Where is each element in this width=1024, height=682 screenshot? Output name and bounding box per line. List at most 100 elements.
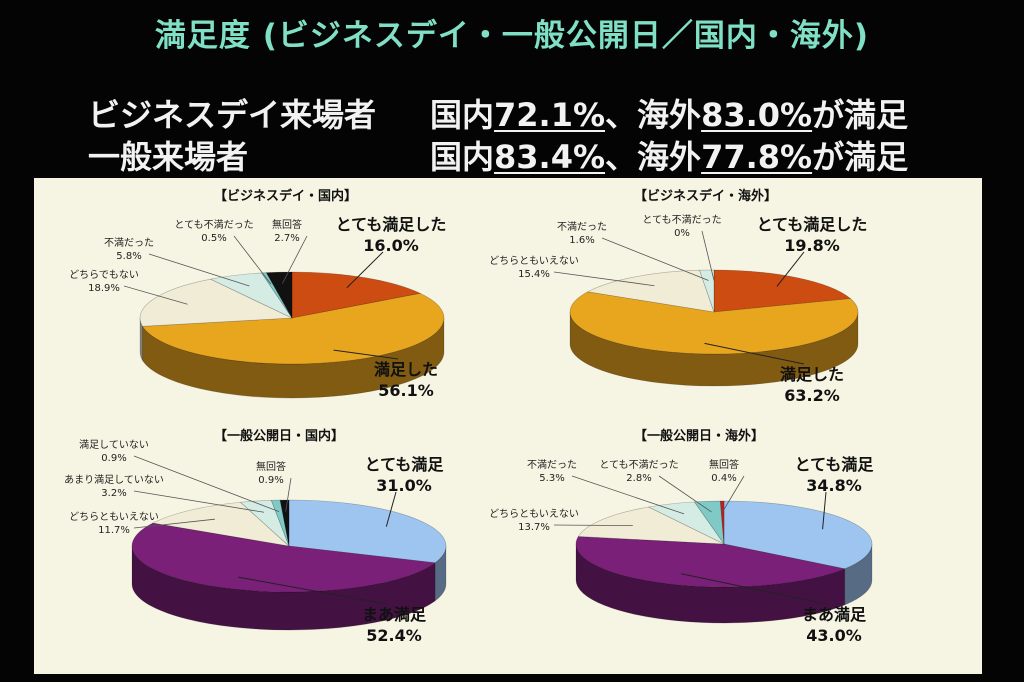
leader-line: [148, 253, 250, 287]
slice-value-label: 2.7%: [274, 233, 299, 244]
pie-title: 【ビジネスデイ・国内】: [214, 188, 357, 204]
summary-suffix: が満足: [812, 138, 909, 176]
slice-value-label: 0%: [674, 228, 690, 239]
slice-label: とても満足した: [757, 215, 868, 234]
pie-slice: [131, 522, 436, 593]
slice-label: 無回答: [709, 458, 739, 471]
slice-value-label: 63.2%: [784, 386, 840, 405]
slice-label: どちらともいえない: [489, 508, 579, 520]
summary-stats: 国内83.4%、海外77.8%が満足: [430, 132, 908, 178]
leader-line: [133, 518, 215, 529]
slice-label: とても不満だった: [642, 214, 721, 226]
pie-slice: [141, 293, 445, 365]
leader-line: [133, 455, 280, 512]
pie-slice: [265, 271, 293, 320]
overseas-value: 83.0%: [701, 96, 813, 134]
overseas-prefix: 海外: [637, 96, 702, 134]
summary-row-business: ビジネスデイ来場者 国内72.1%、海外83.0%が満足: [0, 90, 1024, 134]
leader-line: [658, 475, 712, 513]
leader-line: [776, 251, 805, 287]
leader-line: [701, 230, 715, 281]
pie-slice: [261, 272, 293, 319]
summary-label: 一般来場者: [88, 138, 249, 176]
slice-value-label: 5.3%: [539, 473, 564, 484]
slice-label: どちらでもない: [69, 269, 139, 281]
pie-chart: 【一般公開日・海外】とても満足 34.8% まあ満足 43.0% どちらともいえない 13…: [489, 428, 874, 645]
slice-value-label: 5.8%: [116, 251, 141, 262]
slice-label: 満足した: [780, 365, 844, 384]
leader-line: [601, 237, 709, 281]
pie-slice: [713, 269, 852, 313]
pie-slice: [239, 499, 290, 547]
leader-line: [822, 491, 827, 530]
slice-label: まあ満足: [362, 605, 427, 624]
slice-label: まあ満足: [802, 605, 867, 624]
leader-line: [571, 475, 685, 515]
slice-label: 満足した: [374, 360, 438, 379]
leader-line: [553, 524, 633, 527]
leader-line: [123, 285, 188, 305]
domestic-prefix: 国内: [430, 96, 495, 134]
slice-value-label: 18.9%: [88, 283, 120, 294]
slice-label: 不満だった: [104, 237, 154, 249]
slice-value-label: 56.1%: [378, 381, 434, 400]
slice-label: とても不満だった: [174, 219, 253, 231]
summary-suffix: が満足: [812, 96, 909, 134]
slice-value-label: 11.7%: [98, 525, 130, 536]
pie-title: 【ビジネスデイ・海外】: [634, 188, 777, 204]
pie-slice: [647, 501, 725, 545]
pie-slice: [288, 499, 447, 564]
pie-slice: [139, 278, 293, 327]
pie-slice: [569, 291, 859, 355]
slice-label: 不満だった: [557, 221, 607, 233]
pie-slice: [577, 506, 725, 545]
slice-label: 無回答: [272, 218, 302, 231]
slice-value-label: 43.0%: [806, 626, 862, 645]
pie-slice: [152, 501, 290, 547]
slice-value-label: 52.4%: [366, 626, 422, 645]
slide-title: 満足度 (ビジネスデイ・一般公開日／国内・海外): [154, 18, 870, 54]
pie-title: 【一般公開日・国内】: [214, 428, 344, 444]
leader-line: [237, 576, 387, 605]
leader-line: [233, 235, 272, 285]
leader-line: [704, 342, 805, 365]
pie-slice: [575, 536, 846, 588]
pie-chart: 【ビジネスデイ・国内】とても満足した 16.0% 満足した 56.1% どちらでもない 1…: [69, 188, 446, 400]
leader-line: [385, 491, 397, 527]
slice-value-label: 3.2%: [101, 488, 126, 499]
pie-slice: [291, 271, 422, 319]
slice-label: とても満足: [365, 455, 445, 474]
domestic-value: 72.1%: [494, 96, 606, 134]
overseas-prefix: 海外: [637, 138, 702, 176]
pie-slice: [270, 499, 290, 547]
slice-value-label: 1.6%: [569, 235, 594, 246]
leader-line: [346, 251, 384, 289]
slice-label: あまり満足していない: [64, 474, 164, 486]
slice-value-label: 31.0%: [376, 476, 432, 495]
pie-title: 【一般公開日・海外】: [634, 428, 764, 444]
slice-label: 不満だった: [527, 459, 577, 471]
slice-label: 無回答: [256, 460, 286, 473]
pie-slice: [693, 500, 725, 546]
slice-label: どちらともいえない: [489, 255, 579, 267]
slice-value-label: 13.7%: [518, 522, 550, 533]
slice-label: とても満足した: [336, 215, 447, 234]
slice-value-label: 15.4%: [518, 269, 550, 280]
slice-value-label: 0.9%: [101, 453, 126, 464]
domestic-value: 83.4%: [494, 138, 606, 176]
slice-value-label: 0.5%: [201, 233, 226, 244]
pie-slice: [699, 269, 715, 313]
summary-stats: 国内72.1%、海外83.0%が満足: [430, 90, 908, 136]
pie-slice: [279, 499, 290, 547]
slice-value-label: 0.9%: [258, 475, 283, 486]
chart-panel: 【ビジネスデイ・国内】 とても満足した 16.0% 満足した 56.1% どちらでもない 1…: [34, 178, 982, 674]
separator: 、: [605, 96, 638, 134]
slice-label: とても不満だった: [599, 459, 678, 471]
domestic-prefix: 国内: [430, 138, 495, 176]
slice-label: 満足していない: [79, 439, 149, 451]
slice-label: とても満足: [795, 455, 875, 474]
pie-slice: [723, 500, 873, 570]
leader-line: [133, 490, 265, 513]
pie-charts: 【ビジネスデイ・国内】とても満足した 16.0% 満足した 56.1% どちらでもない 1…: [64, 188, 874, 645]
leader-line: [722, 475, 745, 512]
